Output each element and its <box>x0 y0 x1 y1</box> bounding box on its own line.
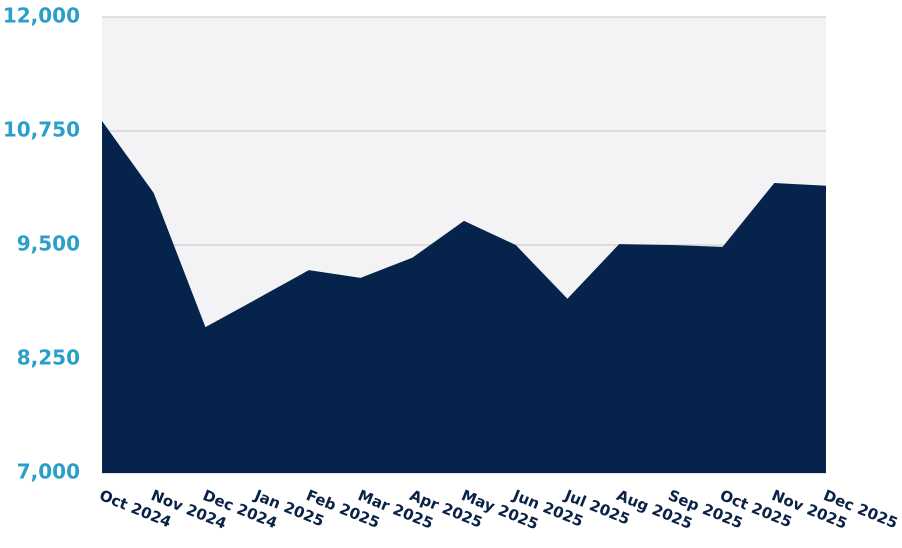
y-tick-label: 8,250 <box>17 346 80 370</box>
y-tick-label: 9,500 <box>17 232 80 256</box>
y-tick-label: 7,000 <box>17 460 80 484</box>
y-tick-label: 12,000 <box>3 4 80 28</box>
y-tick-label: 10,750 <box>3 118 80 142</box>
area <box>102 120 826 473</box>
